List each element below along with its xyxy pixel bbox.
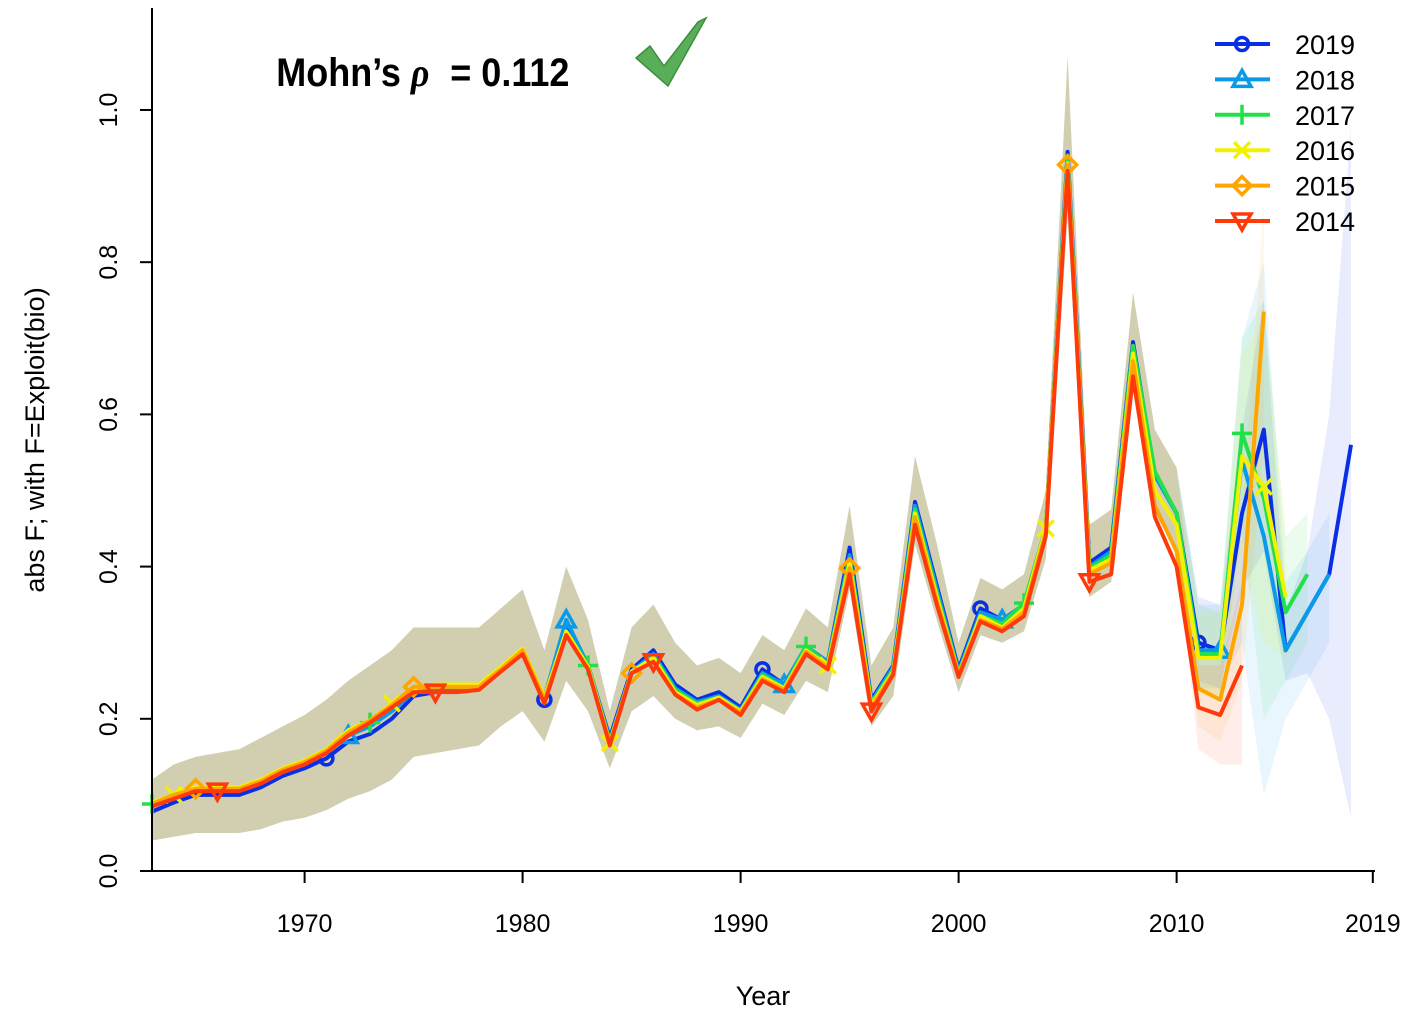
marker (184, 777, 208, 801)
marker (1230, 212, 1254, 234)
y-tick-label: 1.0 (95, 93, 123, 128)
y-tick-label: 0.2 (95, 701, 123, 736)
marker (1230, 174, 1254, 198)
marker (402, 675, 426, 699)
marker (1077, 573, 1102, 595)
confidence-band (152, 56, 1330, 841)
legend-label: 2016 (1295, 136, 1355, 166)
x-tick-label: 2019 (1345, 910, 1401, 938)
legend-label: 2015 (1295, 172, 1355, 202)
lines (142, 149, 1353, 815)
y-tick-label: 0.0 (95, 854, 123, 889)
axes (140, 8, 1375, 883)
confidence-band (152, 56, 1264, 841)
annotation-symbol: ρ (410, 51, 429, 95)
annotation-text: Mohn’s (276, 51, 401, 95)
checkmark (634, 16, 708, 88)
marker (1232, 140, 1252, 160)
y-axis-label: abs F; with F=Exploit(bio) (20, 287, 50, 592)
confidence-band (152, 56, 1243, 841)
marker (1232, 104, 1252, 125)
marker (641, 652, 666, 675)
marker (859, 702, 884, 724)
legend-label: 2014 (1295, 207, 1355, 237)
x-axis-label: Year (736, 981, 791, 1010)
marker (423, 683, 448, 705)
x-tick-label: 2010 (1149, 910, 1205, 938)
y-tick-label: 0.8 (95, 245, 123, 280)
marker (1232, 423, 1253, 444)
bands (152, 56, 1352, 841)
marker (554, 607, 579, 629)
x-tick-label: 2000 (931, 910, 987, 938)
legend-label: 2019 (1295, 30, 1355, 60)
marker (1254, 477, 1274, 496)
series-line (151, 168, 1244, 809)
confidence-band (152, 56, 1286, 841)
legend-label: 2018 (1295, 65, 1355, 95)
x-tick-label: 1980 (495, 910, 551, 938)
marker (1233, 35, 1251, 53)
annotation: Mohn’s ρ = 0.112 (276, 51, 569, 95)
x-tick-label: 1990 (713, 910, 769, 938)
marker (1230, 66, 1254, 89)
y-tick-label: 0.4 (95, 549, 123, 584)
marker (205, 782, 230, 804)
confidence-band (152, 56, 1352, 841)
y-tick-label: 0.6 (95, 397, 123, 432)
legend: 2019 2018 2017 2016 2015 2014 (1215, 30, 1355, 237)
confidence-band (152, 56, 1308, 841)
x-tick-label: 1970 (277, 910, 333, 938)
annotation-value: = 0.112 (450, 51, 569, 95)
legend-label: 2017 (1295, 101, 1355, 131)
